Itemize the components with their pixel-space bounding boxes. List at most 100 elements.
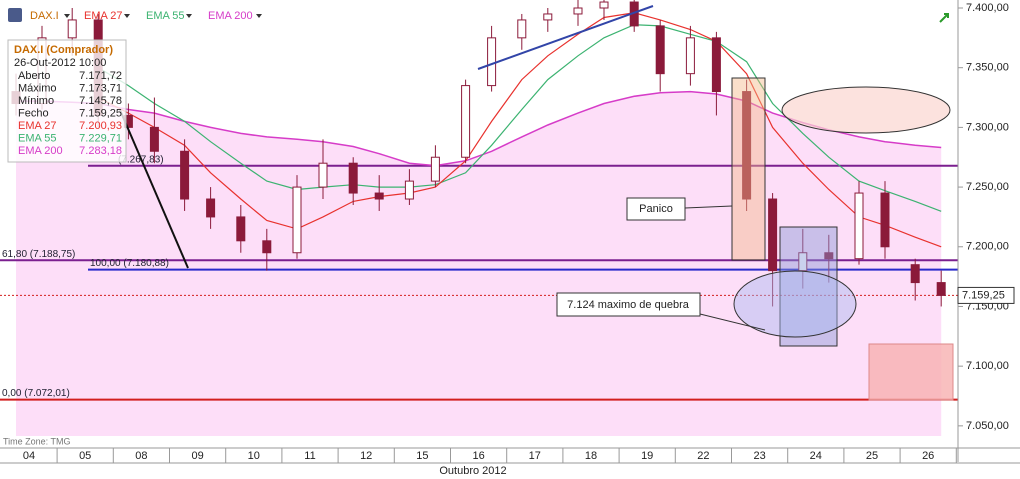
info-label: Mínimo	[18, 95, 54, 107]
info-value: 7.229,71	[79, 132, 122, 144]
candle-body	[262, 240, 272, 254]
candle-body	[880, 192, 890, 248]
callout-line	[684, 205, 733, 209]
x-tick-label: 15	[416, 450, 428, 462]
info-box	[7, 39, 127, 163]
candle-body	[348, 162, 358, 194]
price-tag	[957, 286, 1015, 304]
candle-body	[599, 1, 609, 9]
info-label: EMA 200	[18, 145, 63, 157]
x-tick-label: 26	[922, 450, 934, 462]
dropdown[interactable]	[124, 14, 130, 18]
dropdown[interactable]	[186, 14, 192, 18]
candle-body	[768, 198, 778, 272]
info-label: EMA 27	[18, 120, 57, 132]
legend-entry[interactable]: EMA 55	[146, 10, 185, 22]
candle-body	[487, 37, 497, 87]
annotation-box	[626, 197, 686, 221]
panic-box	[731, 77, 766, 261]
annotation: Panico	[639, 203, 673, 215]
candle-body	[517, 19, 527, 39]
info-value: 7.159,25	[79, 107, 122, 119]
candle-body	[711, 37, 721, 93]
x-tick-label: 11	[304, 450, 315, 462]
x-tick-label: 18	[585, 450, 597, 462]
candle-body	[461, 85, 471, 158]
candle-body	[206, 198, 216, 218]
info-value: 7.283,18	[79, 145, 122, 157]
candle-body	[685, 37, 695, 75]
x-tick-label: 04	[23, 450, 35, 462]
candle-body	[292, 186, 302, 254]
x-tick-label: 17	[529, 450, 541, 462]
candle-body	[910, 264, 920, 284]
x-tick-label: 09	[191, 450, 203, 462]
level-label: 61,80 (7.188,75)	[2, 249, 75, 260]
info-value: 7.200,93	[79, 120, 122, 132]
y-tick-label: 7.400,00	[966, 2, 1009, 14]
ema-line	[97, 24, 942, 212]
candle-body	[404, 180, 414, 200]
range-box	[779, 226, 838, 347]
candle-body	[742, 91, 752, 200]
dropdown[interactable]	[64, 14, 70, 18]
y-tick-label: 7.350,00	[966, 62, 1009, 74]
trend-line	[119, 109, 189, 269]
x-tick-label: 08	[135, 450, 147, 462]
legend-instrument[interactable]: DAX.I	[30, 10, 59, 22]
dropdown[interactable]	[256, 14, 262, 18]
legend-entry[interactable]: EMA 27	[84, 10, 123, 22]
candle-body	[149, 126, 159, 152]
info-value: 7.173,71	[79, 82, 122, 94]
info-title: DAX.I (Comprador)	[14, 44, 113, 56]
info-value: 7.145,78	[79, 95, 122, 107]
candle-body	[67, 19, 77, 39]
trend-icon[interactable]	[939, 13, 949, 23]
callout-line	[699, 313, 766, 331]
candle-body	[936, 282, 946, 296]
icon	[8, 8, 22, 22]
candle-body	[798, 252, 808, 272]
x-tick-label: 10	[248, 450, 260, 462]
candle-body	[824, 252, 834, 260]
info-label: Fecho	[18, 107, 49, 119]
info-label: EMA 55	[18, 132, 57, 144]
y-tick-label: 7.050,00	[966, 420, 1009, 432]
x-tick-label: 25	[866, 450, 878, 462]
x-tick-label: 16	[472, 450, 484, 462]
x-tick-label: 19	[641, 450, 653, 462]
x-tick-label: 23	[753, 450, 765, 462]
x-tick-label: 24	[810, 450, 822, 462]
candle-body	[318, 162, 328, 188]
info-date: 26-Out-2012 10:00	[14, 57, 106, 69]
candle-body	[430, 156, 440, 182]
y-tick-label: 7.100,00	[966, 360, 1009, 372]
ellipse	[733, 270, 857, 338]
candle-body	[854, 192, 864, 260]
candle-body	[543, 13, 553, 21]
candle-body	[374, 192, 384, 200]
price-label: 7.159,25	[962, 289, 1005, 301]
y-tick-label: 7.200,00	[966, 241, 1009, 253]
candle-body	[236, 216, 246, 242]
timezone: Time Zone: TMG	[3, 436, 71, 446]
candle-body	[655, 25, 665, 75]
x-tick-label: 05	[79, 450, 91, 462]
annotation-box	[556, 292, 701, 317]
ema-area	[16, 91, 942, 436]
x-tick-label: 22	[697, 450, 709, 462]
legend-entry[interactable]: EMA 200	[208, 10, 253, 22]
info-label: Aberto	[18, 70, 50, 82]
candle-body	[573, 7, 583, 15]
month-label: Outubro 2012	[439, 465, 506, 477]
info-label: Máximo	[18, 82, 57, 94]
x-tick-label: 12	[360, 450, 372, 462]
ema-line	[97, 12, 942, 248]
ellipse	[781, 86, 951, 134]
annotation: 7.124 maximo de quebra	[567, 299, 690, 311]
level-label: 0,00 (7.072,01)	[2, 388, 70, 399]
y-tick-label: 7.250,00	[966, 181, 1009, 193]
trend-line	[477, 5, 654, 70]
info-value: 7.171,72	[79, 70, 122, 82]
